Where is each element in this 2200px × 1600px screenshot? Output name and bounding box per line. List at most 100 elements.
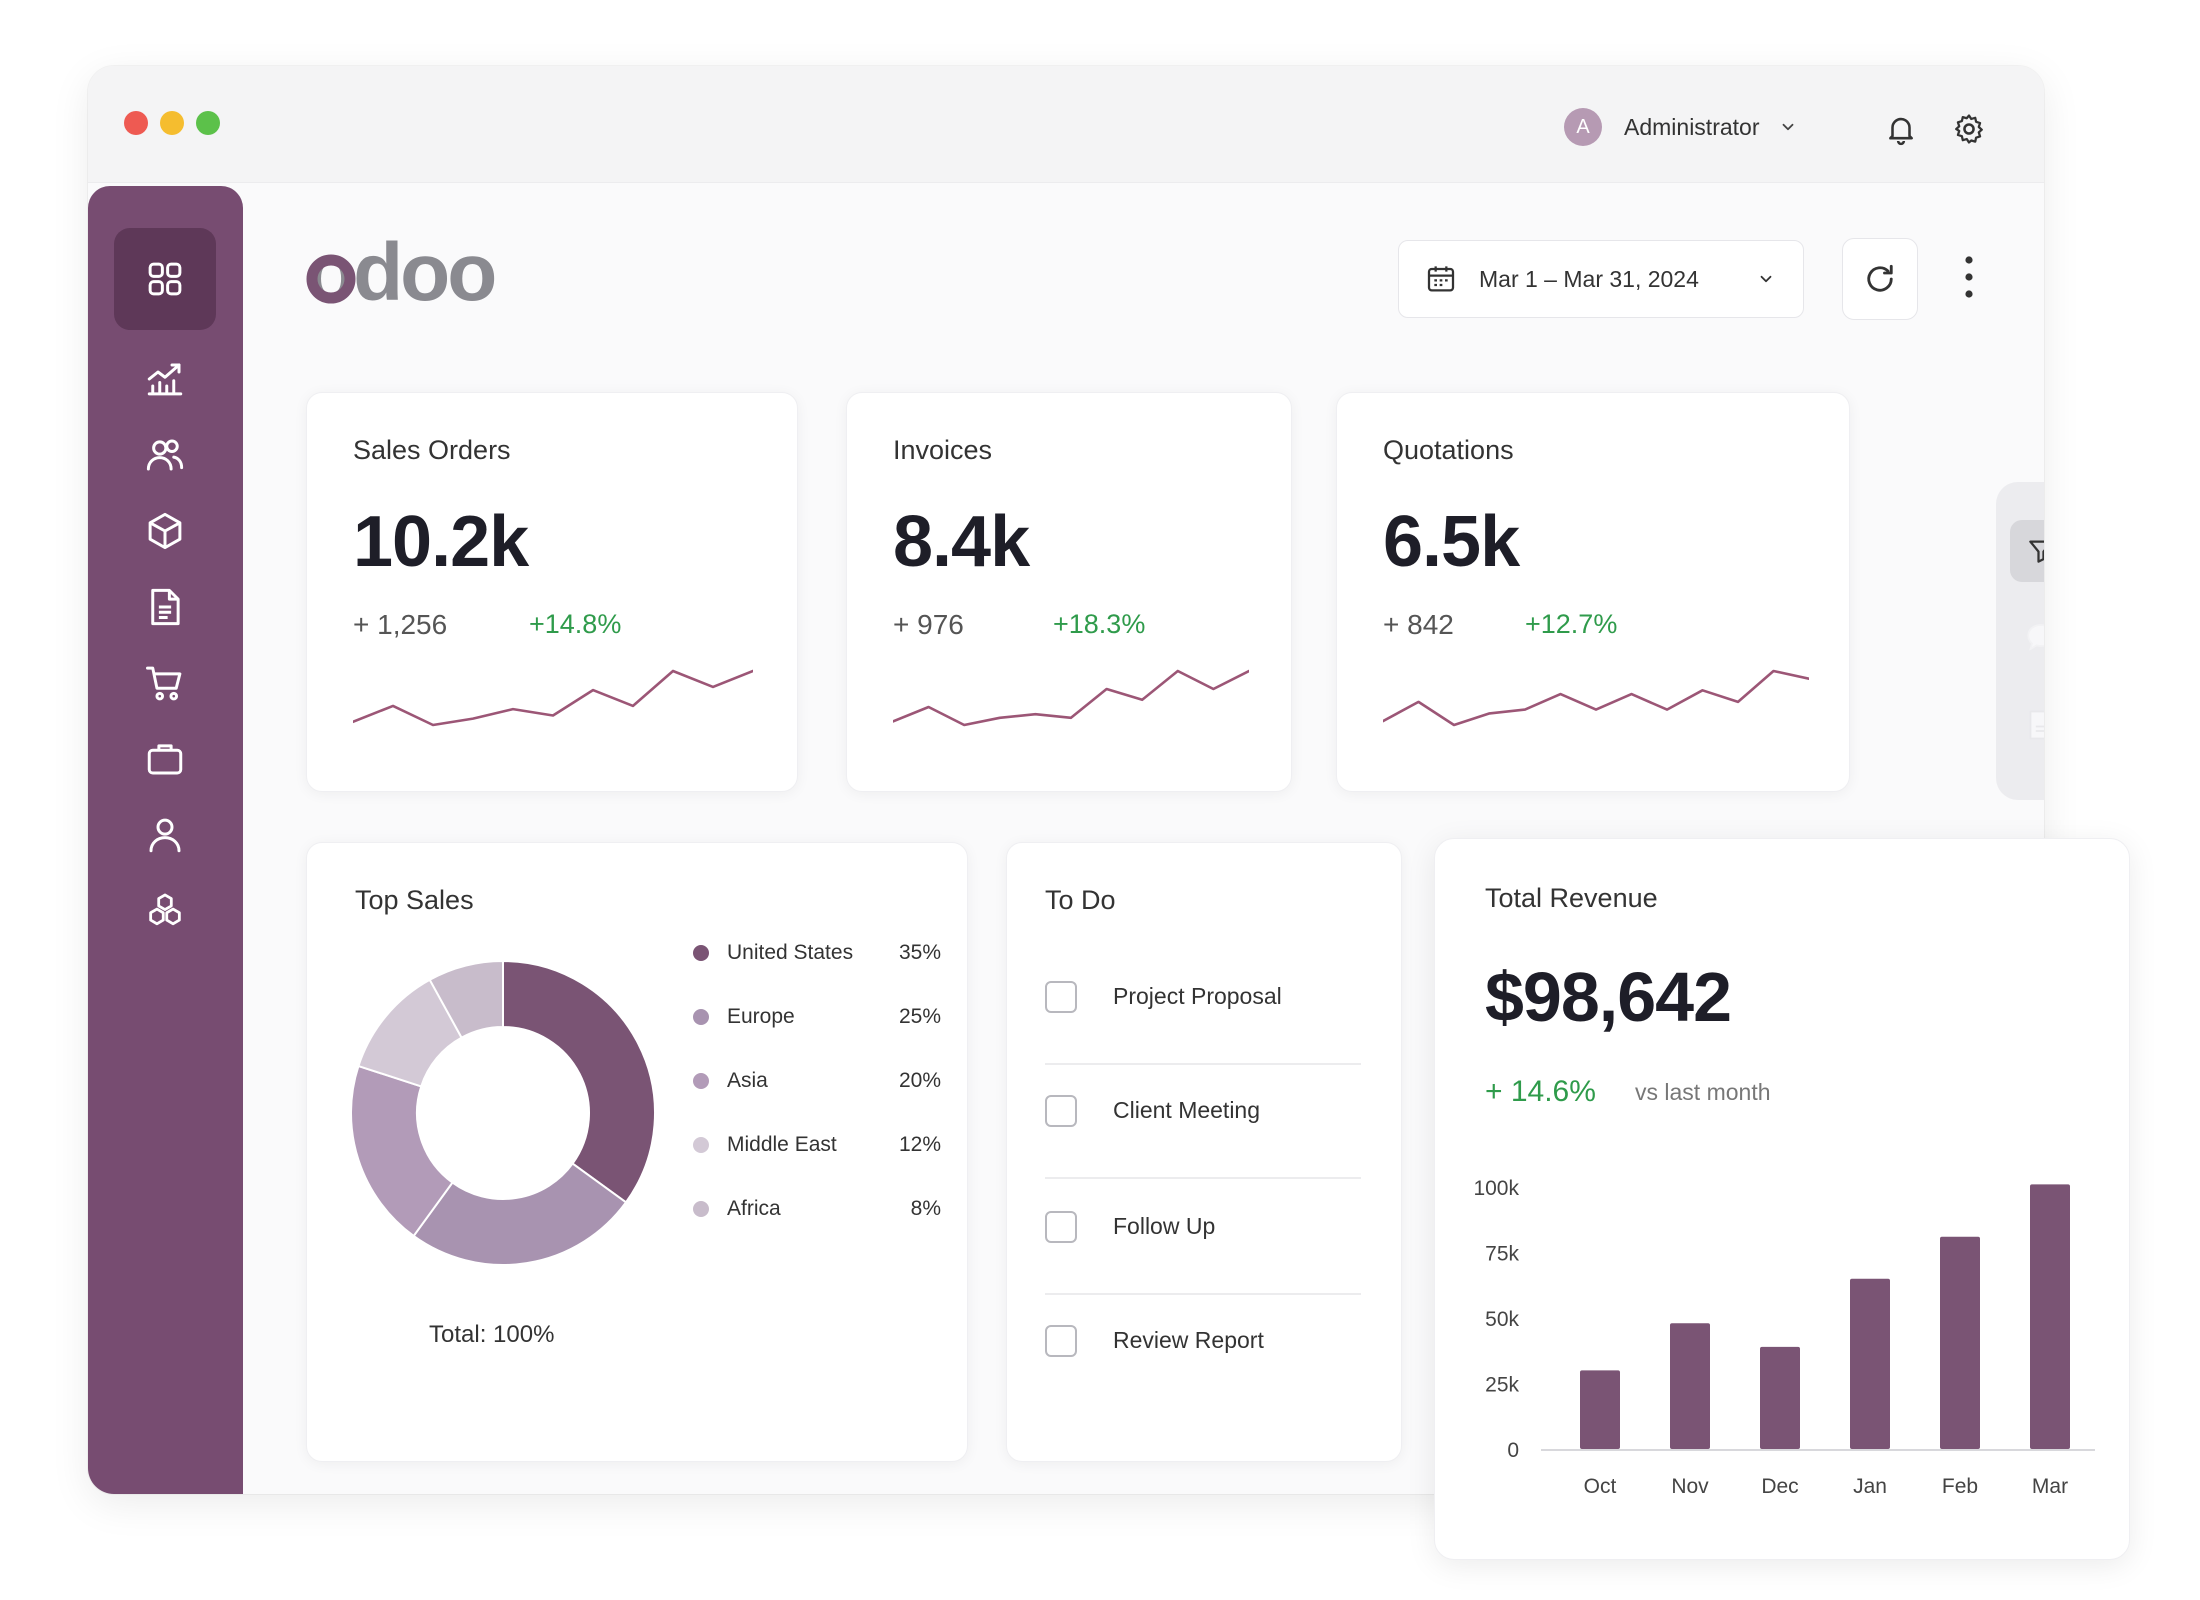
- avatar: A: [1564, 108, 1602, 146]
- todo-item[interactable]: Review Report: [1045, 1295, 1361, 1407]
- card-title: Total Revenue: [1485, 883, 1658, 913]
- kpi-delta: + 976: [893, 609, 964, 640]
- checkbox[interactable]: [1045, 981, 1077, 1013]
- bar-oct[interactable]: [1580, 1370, 1620, 1449]
- legend-label: United States: [727, 941, 854, 964]
- comment-button[interactable]: [2020, 616, 2044, 658]
- date-range-label: Mar 1 – Mar 31, 2024: [1479, 265, 1699, 292]
- chevron-down-icon: [1760, 275, 1772, 283]
- sidebar-item-sales[interactable]: [114, 632, 216, 734]
- todo-item[interactable]: Follow Up: [1045, 1181, 1361, 1295]
- kpi-card-quotations[interactable]: Quotations 6.5k + 842 +12.7%: [1336, 392, 1850, 792]
- kpi-delta: + 1,256: [353, 609, 448, 640]
- sidebar-item-documents[interactable]: [114, 556, 216, 658]
- gear-icon[interactable]: [1952, 112, 1986, 146]
- bar-mar[interactable]: [2030, 1184, 2070, 1449]
- sidebar-item-inventory[interactable]: [114, 480, 216, 582]
- chart-legend: United States 35% Europe 25% Asia 20% Middl…: [693, 935, 941, 1255]
- app-window: A Administrator: [88, 66, 2044, 1494]
- legend-value: 20%: [898, 1069, 941, 1092]
- date-range-picker[interactable]: Mar 1 – Mar 31, 2024: [1398, 240, 1804, 318]
- todo-label: Review Report: [1113, 1327, 1264, 1353]
- refresh-icon: [1867, 264, 1893, 292]
- briefcase-icon: [147, 744, 183, 775]
- sparkline: [893, 669, 1249, 727]
- kpi-label: Invoices: [893, 435, 993, 465]
- bell-icon[interactable]: [1884, 112, 1918, 146]
- kpi-card-invoices[interactable]: Invoices 8.4k + 976 +18.3%: [846, 392, 1292, 792]
- document-icon: [2029, 710, 2044, 740]
- sparkline-series: [353, 669, 753, 727]
- legend-item: Middle East 12%: [693, 1127, 941, 1191]
- revenue-percent-change: + 14.6%: [1485, 1075, 1596, 1108]
- donut-slice-united-states[interactable]: [502, 959, 656, 1204]
- legend-swatch: [693, 1201, 709, 1217]
- maximize-window-button[interactable]: [196, 111, 220, 135]
- top-sales-card: Top Sales United States 35% Europe 25% Asi…: [306, 842, 968, 1462]
- legend-item: United States 35%: [693, 935, 941, 999]
- y-tick-label: 50k: [1485, 1308, 1519, 1331]
- legend-value: 8%: [910, 1197, 941, 1220]
- legend-swatch: [693, 1009, 709, 1025]
- odoo-logo[interactable]: odoo: [306, 234, 526, 324]
- todo-item[interactable]: Project Proposal: [1045, 951, 1361, 1065]
- legend-item: Asia 20%: [693, 1063, 941, 1127]
- minimize-window-button[interactable]: [160, 111, 184, 135]
- bar-jan[interactable]: [1850, 1278, 1890, 1449]
- checkbox[interactable]: [1045, 1325, 1077, 1357]
- calendar-icon: [1427, 266, 1455, 292]
- todo-label: Client Meeting: [1113, 1097, 1261, 1123]
- legend-swatch: [693, 945, 709, 961]
- donut-slice-asia[interactable]: [350, 1064, 454, 1238]
- cube-icon: [148, 512, 182, 550]
- kpi-delta: + 842: [1383, 609, 1454, 640]
- apps-grid-icon: [148, 262, 182, 296]
- sidebar-item-modules[interactable]: [114, 860, 216, 962]
- more-options-icon[interactable]: [1956, 252, 1982, 302]
- checkbox[interactable]: [1045, 1211, 1077, 1243]
- sparkline-series: [893, 669, 1249, 727]
- legend-item: Africa 8%: [693, 1191, 941, 1255]
- x-tick-label: Dec: [1761, 1475, 1798, 1498]
- legend-value: 12%: [898, 1133, 941, 1156]
- bar-feb[interactable]: [1940, 1236, 1980, 1449]
- sidebar-item-projects[interactable]: [114, 708, 216, 810]
- kpi-percent-change: +12.7%: [1525, 609, 1618, 639]
- donut-total: Total: 100%: [429, 1321, 555, 1348]
- kpi-value: 10.2k: [353, 502, 529, 582]
- filter-button[interactable]: [2010, 520, 2044, 582]
- bar-nov[interactable]: [1670, 1323, 1710, 1449]
- x-tick-label: Mar: [2032, 1475, 2068, 1498]
- kpi-percent-change: +18.3%: [1053, 609, 1146, 639]
- sidebar-item-contacts[interactable]: [114, 404, 216, 506]
- sidebar: [88, 186, 243, 1494]
- donut-chart: [350, 959, 656, 1266]
- todo-card: To Do Project Proposal Client Meeting Fo…: [1006, 842, 1402, 1462]
- document-icon: [151, 588, 180, 626]
- x-tick-label: Feb: [1942, 1475, 1978, 1498]
- legend-label: Africa: [727, 1197, 781, 1220]
- checkbox[interactable]: [1045, 1095, 1077, 1127]
- todo-item[interactable]: Client Meeting: [1045, 1065, 1361, 1179]
- kpi-value: 8.4k: [893, 502, 1030, 582]
- sidebar-item-employees[interactable]: [114, 784, 216, 886]
- kpi-card-sales-orders[interactable]: Sales Orders 10.2k + 1,256 +14.8%: [306, 392, 798, 792]
- x-tick-label: Jan: [1853, 1475, 1887, 1498]
- filter-icon: [2029, 540, 2044, 563]
- bar-dec[interactable]: [1760, 1346, 1800, 1449]
- y-tick-label: 100k: [1473, 1177, 1519, 1200]
- kpi-label: Sales Orders: [353, 435, 511, 465]
- donut-slice-europe[interactable]: [412, 1162, 628, 1266]
- close-window-button[interactable]: [124, 111, 148, 135]
- x-tick-label: Nov: [1671, 1475, 1709, 1498]
- revenue-comparison: vs last month: [1635, 1079, 1771, 1105]
- y-tick-label: 75k: [1485, 1243, 1519, 1266]
- refresh-button[interactable]: [1842, 238, 1918, 320]
- sidebar-item-reports[interactable]: [114, 328, 216, 430]
- users-icon: [146, 439, 184, 471]
- sidebar-item-apps[interactable]: [114, 228, 216, 330]
- user-menu[interactable]: A Administrator: [1564, 108, 1797, 146]
- document-button[interactable]: [2020, 704, 2044, 746]
- donut-slice-africa[interactable]: [428, 959, 504, 1039]
- card-title: To Do: [1045, 885, 1116, 915]
